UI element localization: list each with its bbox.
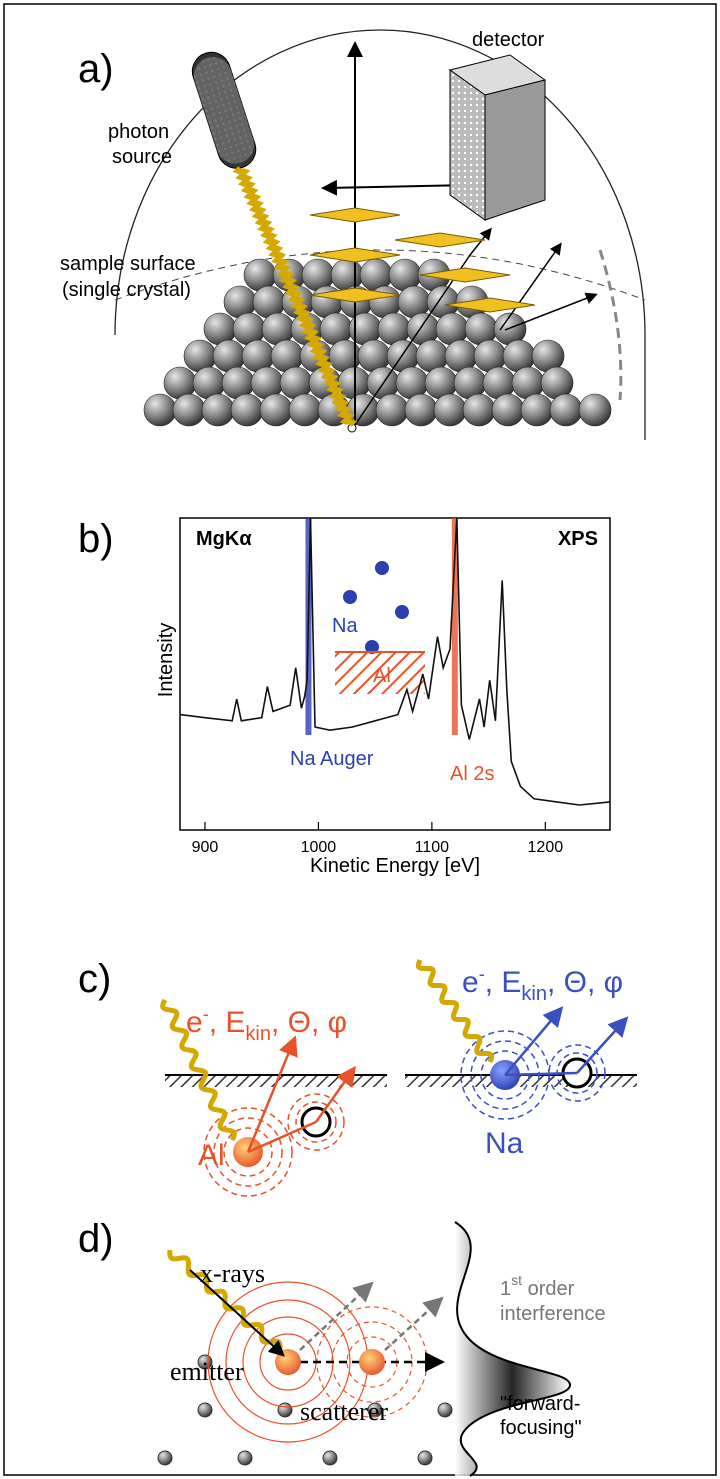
arrows	[248, 1040, 353, 1152]
atom	[405, 394, 437, 426]
formula-part: kin	[245, 1023, 271, 1045]
figure: a) detector photon source sample surface…	[0, 0, 720, 1479]
atom	[231, 394, 263, 426]
atom	[579, 394, 611, 426]
atom-label: Al	[198, 1139, 225, 1172]
emitter-label: emitter	[170, 1357, 244, 1386]
surface-label: (single crystal)	[62, 279, 191, 301]
atom	[289, 394, 321, 426]
arrow	[505, 295, 595, 330]
formula-part: , E	[209, 1006, 246, 1039]
panel-label: a)	[78, 47, 114, 91]
atom	[434, 394, 466, 426]
x-axis-label: Kinetic Energy [eV]	[310, 855, 480, 877]
lattice-atom	[158, 1451, 172, 1465]
excitation-label: MgKα	[196, 528, 252, 550]
lattice-atom	[238, 1451, 252, 1465]
photon-source-tube	[187, 47, 260, 173]
interference-arrow	[300, 1285, 370, 1350]
atom	[173, 394, 205, 426]
formula: e-, Ekin, Θ, φ	[186, 1004, 347, 1045]
panel-label: b)	[78, 517, 114, 561]
formula-part: e	[186, 1006, 203, 1039]
atom	[376, 394, 408, 426]
lattice-atom	[278, 1403, 292, 1417]
source-label: photon	[108, 121, 169, 143]
atom	[202, 394, 234, 426]
forward-label: focusing"	[500, 1417, 582, 1439]
lattice-atom	[198, 1403, 212, 1417]
scatterer-label: scatterer	[300, 1397, 388, 1426]
interference-arrow	[385, 1300, 440, 1350]
x-tick-label: 1200	[528, 839, 564, 856]
arrow	[470, 230, 490, 255]
lattice-atom	[323, 1451, 337, 1465]
y-axis-label: Intensity	[155, 623, 177, 697]
atom	[260, 394, 292, 426]
scan-path	[600, 250, 621, 400]
scatterer-atom	[359, 1349, 385, 1375]
order-label: 1st order	[500, 1272, 575, 1300]
detector-label: detector	[472, 29, 545, 51]
lattice-atom	[438, 1403, 452, 1417]
panel-d: d) x-rays emitter scatterer 1st order in…	[78, 1217, 606, 1476]
arrow	[500, 245, 560, 330]
panel-b: b) MgKα XPS Intensity Kinetic Energy [eV…	[78, 517, 610, 877]
source-label: source	[112, 146, 172, 168]
detector-box	[450, 55, 545, 220]
interference-label: interference	[500, 1303, 606, 1325]
order-part: 1	[500, 1278, 511, 1300]
formula-part: e	[462, 966, 479, 999]
atom	[550, 394, 582, 426]
wave-front	[310, 208, 400, 222]
formula-part: kin	[521, 983, 547, 1005]
xray-label: x-rays	[200, 1259, 265, 1288]
atom	[521, 394, 553, 426]
panel-label: c)	[78, 957, 111, 1001]
panel-a: a) detector photon source sample surface…	[60, 29, 645, 440]
atom	[492, 394, 524, 426]
lattice-atom	[418, 1451, 432, 1465]
atom	[144, 394, 176, 426]
inset-label: Al	[373, 665, 391, 687]
arrow	[325, 185, 470, 188]
formula-part: , E	[485, 966, 522, 999]
atom	[463, 394, 495, 426]
inset-label: Na	[332, 615, 358, 637]
forward-label: "forward-	[500, 1393, 580, 1415]
atom-label: Na	[485, 1127, 524, 1160]
panel-label: d)	[78, 1217, 114, 1261]
x-tick-label: 1000	[301, 839, 337, 856]
formula-part: , Θ, φ	[547, 966, 623, 999]
peak-label: Al 2s	[450, 763, 494, 785]
emitter-atom	[275, 1349, 301, 1375]
formula-part: , Θ, φ	[271, 1006, 347, 1039]
surface-label: sample surface	[60, 253, 196, 275]
x-tick-label: 900	[192, 839, 219, 856]
formula: e-, Ekin, Θ, φ	[462, 964, 623, 1005]
wave-front	[395, 233, 485, 247]
order-part: order	[522, 1278, 575, 1300]
panel-c: c) e-, Ekin, Θ, φ e-, Ekin, Θ, φ	[78, 957, 637, 1196]
order-part: st	[511, 1272, 522, 1288]
x-tick-label: 1100	[415, 839, 450, 856]
peak-label: Na Auger	[290, 748, 374, 770]
method-label: XPS	[558, 528, 598, 550]
